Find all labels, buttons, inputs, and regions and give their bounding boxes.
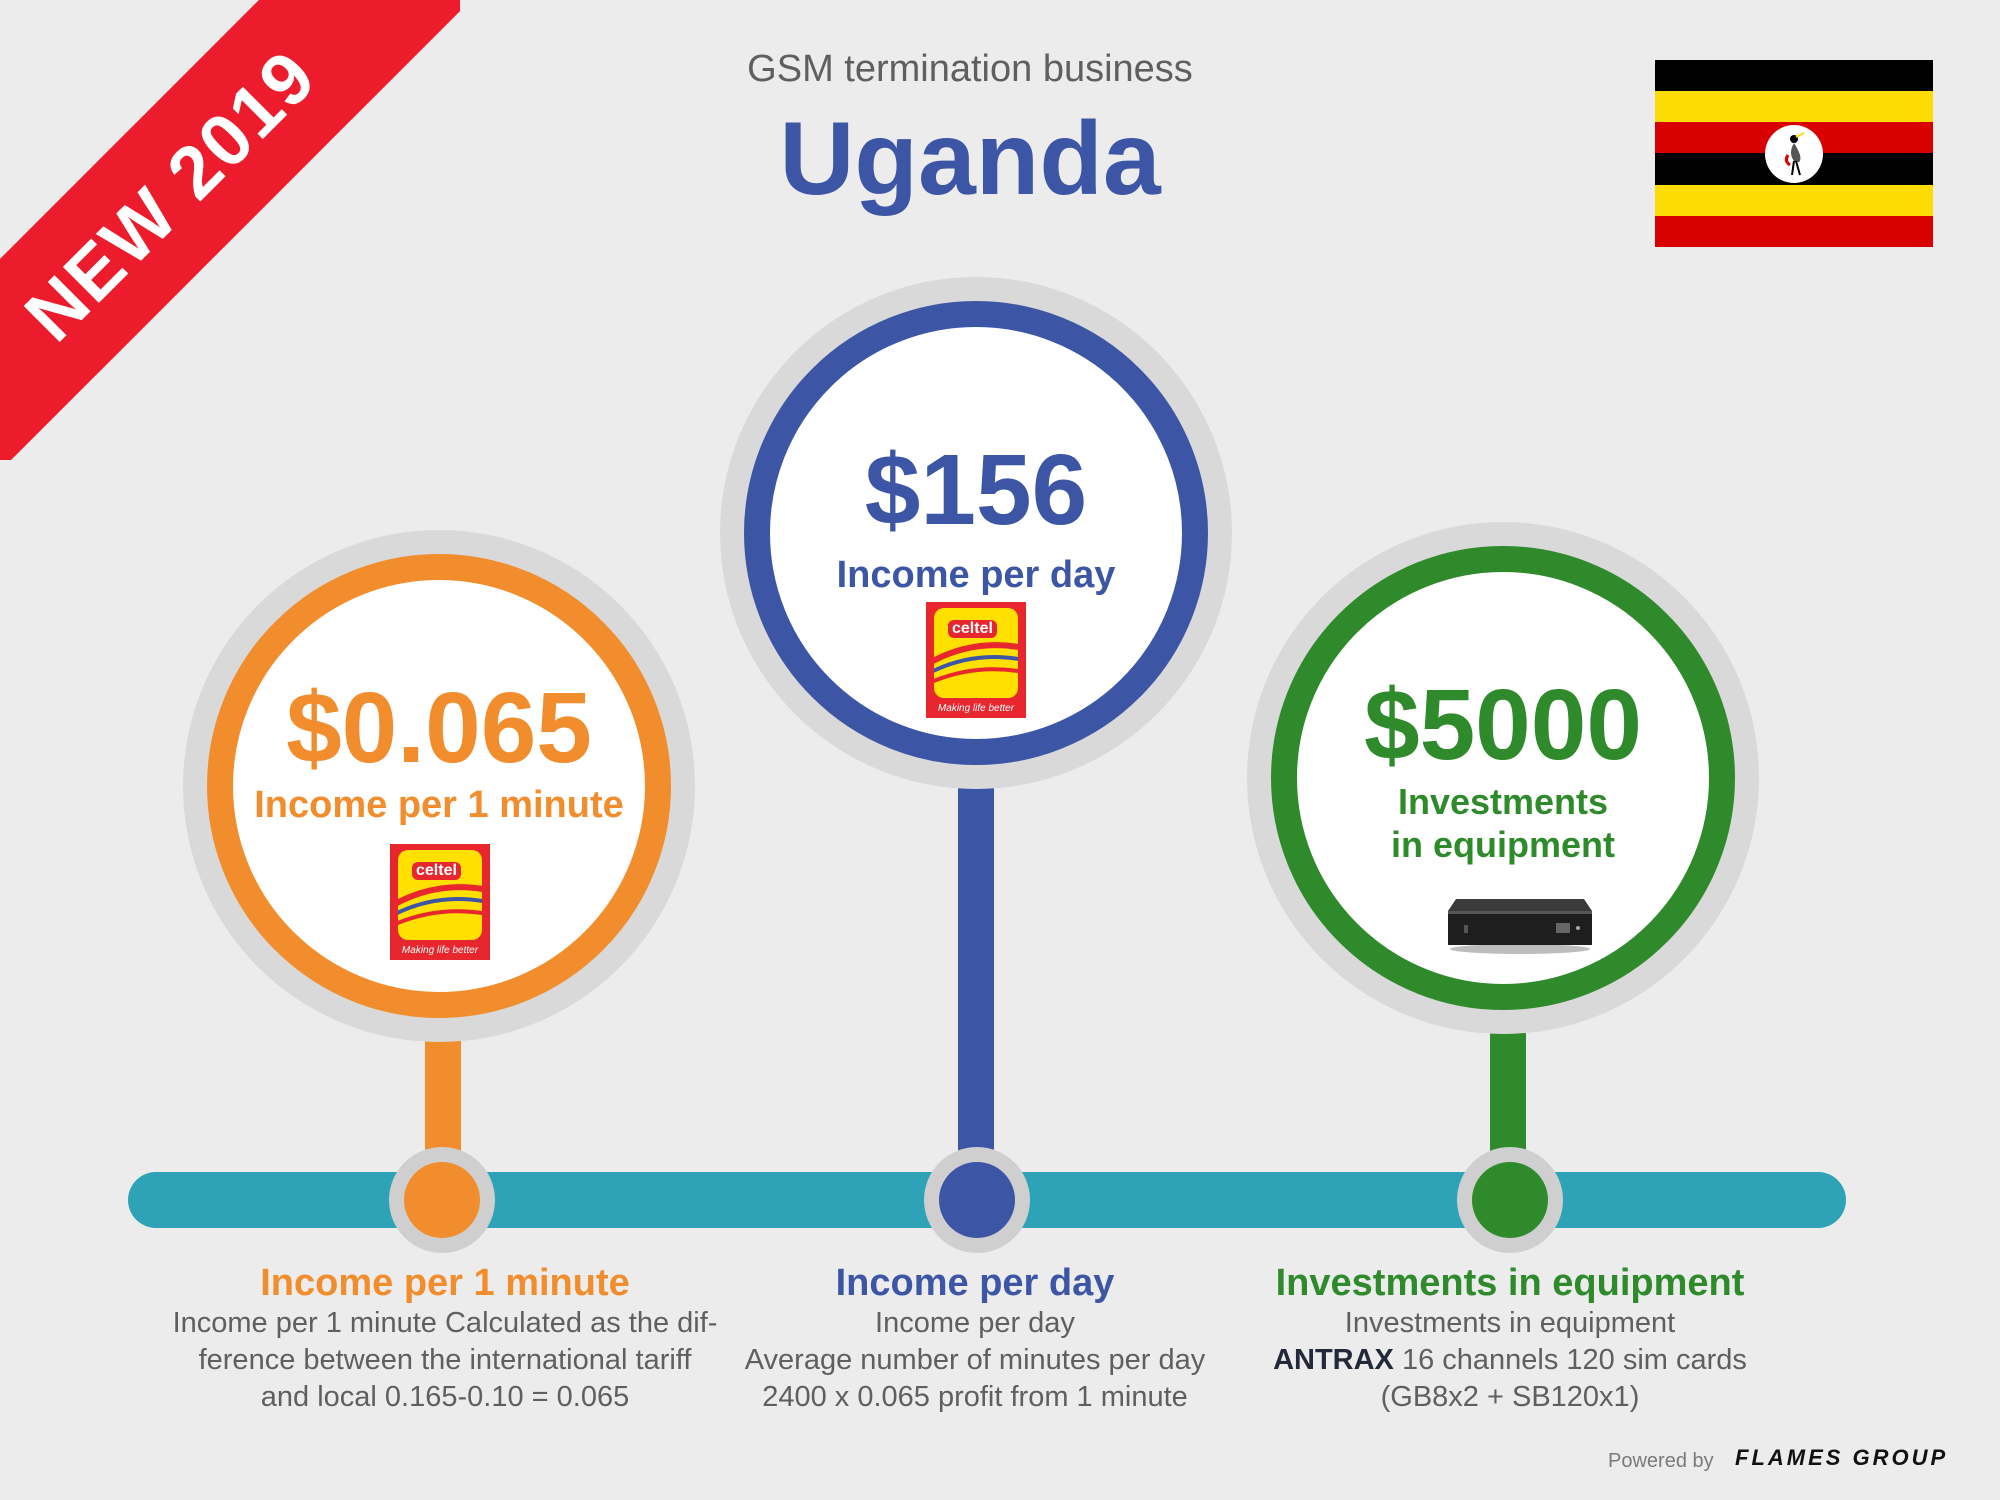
celtel-logo-icon: celtel Making life better: [926, 602, 1026, 718]
detail-line: 2400 x 0.065 profit from 1 minute: [762, 1381, 1188, 1414]
detail-line: Average number of minutes per day: [744, 1344, 1206, 1377]
celtel-logo-icon: celtel Making life better: [390, 844, 490, 960]
detail-line: Income per 1 minute Calculated as the di…: [172, 1307, 718, 1339]
crane-emblem-icon: [1765, 125, 1823, 183]
page-subtitle: GSM termination business: [747, 48, 1193, 90]
detail-line: ference between the international tariff: [198, 1344, 692, 1377]
timeline-node-orange: [404, 1162, 480, 1238]
label-income-minute: Income per 1 minute: [254, 784, 624, 826]
value-income-minute: $0.065: [286, 672, 592, 784]
detail-income-minute: Income per 1 minute Income per 1 minute …: [140, 1262, 750, 1416]
celtel-brand: celtel: [412, 862, 461, 880]
stem-blue: [958, 740, 994, 1200]
label-income-day: Income per day: [836, 554, 1116, 596]
detail-line: ANTRAX 16 channels 120 sim cards: [1190, 1342, 1830, 1379]
value-income-day: $156: [864, 434, 1088, 546]
page-title: Uganda: [779, 101, 1161, 217]
detail-line-rest: 16 channels 120 sim cards: [1393, 1344, 1747, 1377]
detail-title: Investments in equipment: [1275, 1262, 1745, 1304]
timeline-node-blue: [939, 1162, 1015, 1238]
celtel-tagline: Making life better: [401, 945, 479, 956]
antrax-brand: ANTRAX: [1273, 1344, 1394, 1377]
detail-line: (GB8x2 + SB120x1): [1380, 1381, 1640, 1414]
celtel-brand: celtel: [948, 620, 997, 638]
value-investments: $5000: [1363, 669, 1643, 781]
label-investments-line1: Investments: [1397, 781, 1609, 822]
powered-by-text: Powered by: [1608, 1450, 1714, 1472]
detail-line: and local 0.165-0.10 = 0.065: [260, 1381, 630, 1414]
detail-investments: Investments in equipment Investments in …: [1190, 1262, 1830, 1416]
flames-group-logo: FLAMES GROUP: [1735, 1445, 1949, 1470]
celtel-tagline: Making life better: [937, 703, 1015, 714]
detail-line: Investments in equipment: [1344, 1307, 1676, 1339]
detail-title: Income per day: [835, 1262, 1115, 1304]
label-investments-line2: in equipment: [1391, 824, 1615, 865]
uganda-flag: [1655, 60, 1933, 247]
detail-line: Income per day: [875, 1307, 1075, 1339]
timeline-node-green: [1472, 1162, 1548, 1238]
antrax-device-icon: [1446, 885, 1594, 960]
detail-title: Income per 1 minute: [260, 1262, 630, 1304]
detail-income-day: Income per day Income per day Average nu…: [690, 1262, 1260, 1416]
